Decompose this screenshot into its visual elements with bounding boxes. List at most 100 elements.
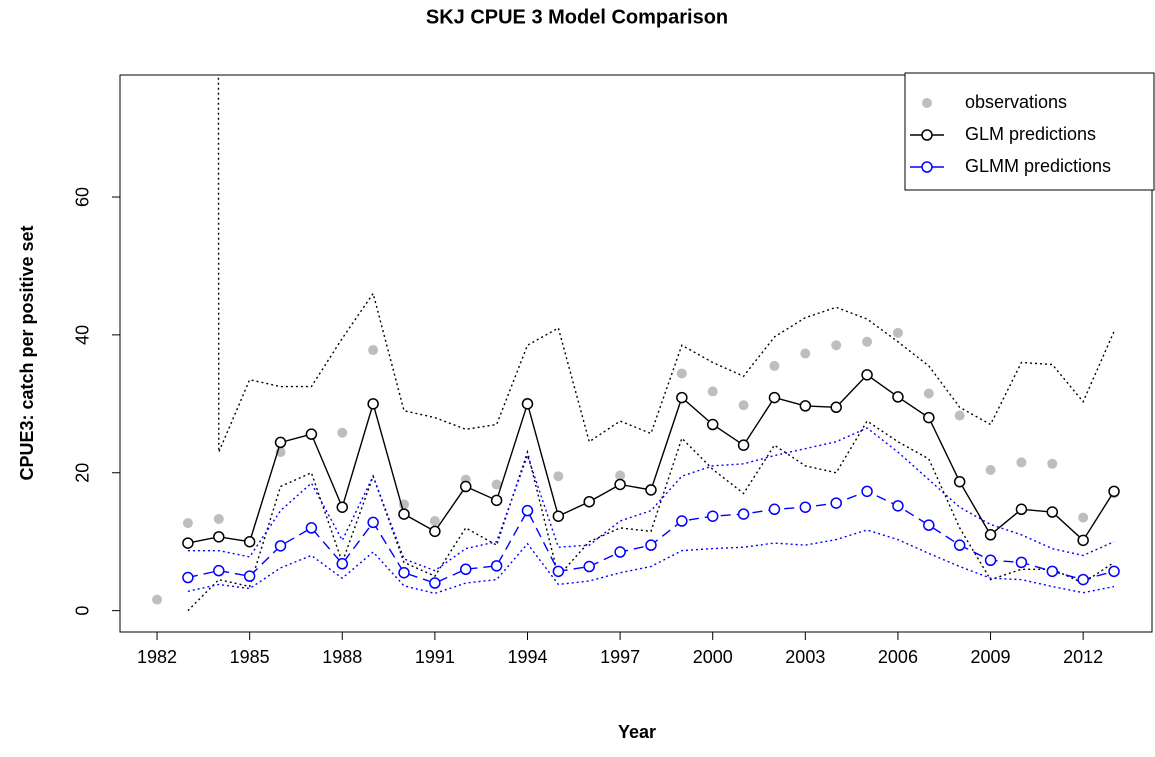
observation-point	[862, 336, 873, 347]
observation-point	[368, 345, 379, 356]
prediction-point	[398, 566, 410, 579]
prediction-point	[583, 560, 595, 573]
observation-point	[831, 340, 842, 351]
observation-point	[213, 513, 224, 524]
observation-point	[892, 327, 903, 338]
prediction-point	[243, 535, 256, 548]
observation-point	[1047, 458, 1058, 469]
prediction-point	[182, 571, 194, 584]
y-tick-label: 20	[73, 463, 93, 483]
observation-point	[800, 348, 811, 359]
prediction-point	[1108, 485, 1120, 498]
prediction-point	[336, 558, 349, 570]
x-tick-label: 1994	[507, 647, 547, 667]
prediction-point	[182, 537, 194, 549]
prediction-line	[187, 490, 1115, 584]
legend-marker	[922, 98, 932, 108]
legend-label: GLM predictions	[965, 124, 1096, 144]
prediction-point	[213, 564, 225, 577]
prediction-point	[953, 539, 966, 551]
prediction-point	[305, 428, 318, 440]
prediction-point	[984, 554, 997, 567]
prediction-point	[1015, 503, 1028, 516]
prediction-point	[861, 369, 873, 381]
prediction-point	[1046, 506, 1059, 518]
observation-point	[429, 516, 440, 527]
prediction-point	[274, 540, 287, 552]
prediction-point	[645, 539, 657, 551]
prediction-point	[676, 391, 688, 404]
prediction-point	[830, 497, 842, 509]
prediction-point	[583, 495, 595, 508]
prediction-point	[552, 510, 565, 522]
lower-bound-line	[187, 529, 1115, 595]
legend-label: observations	[965, 92, 1067, 112]
observation-point	[615, 470, 626, 481]
prediction-point	[923, 519, 935, 531]
plot-area	[152, 75, 1120, 612]
x-axis-label: Year	[618, 722, 656, 742]
observation-point	[152, 594, 163, 605]
prediction-point	[429, 525, 441, 538]
observation-point	[954, 410, 965, 421]
prediction-point	[892, 500, 904, 512]
prediction-point	[213, 531, 225, 543]
prediction-point	[614, 478, 626, 491]
prediction-point	[1077, 573, 1089, 586]
observation-point	[1016, 457, 1027, 468]
prediction-point	[521, 504, 534, 517]
prediction-point	[799, 501, 812, 513]
legend-marker	[921, 129, 933, 141]
x-tick-label: 2009	[971, 647, 1011, 667]
prediction-point	[923, 411, 935, 424]
prediction-point	[367, 398, 379, 410]
x-tick-label: 1997	[600, 647, 640, 667]
y-tick-label: 0	[73, 606, 93, 616]
observation-point	[1078, 512, 1089, 523]
x-tick-label: 2003	[785, 647, 825, 667]
prediction-point	[398, 508, 410, 520]
prediction-point	[490, 560, 503, 572]
y-axis-label: CPUE3: catch per positive set	[17, 225, 37, 480]
prediction-point	[768, 503, 781, 516]
observation-point	[707, 386, 718, 397]
prediction-point	[830, 401, 842, 414]
prediction-point	[429, 577, 441, 589]
prediction-point	[305, 522, 318, 534]
y-tick-label: 40	[73, 325, 93, 345]
prediction-point	[521, 398, 534, 410]
x-tick-label: 2000	[693, 647, 733, 667]
observation-point	[182, 518, 193, 529]
lower-bound-line	[187, 420, 1115, 612]
prediction-point	[984, 529, 997, 541]
observation-point	[923, 388, 934, 399]
prediction-point	[706, 418, 719, 431]
prediction-point	[490, 494, 503, 507]
upper-bound-line	[217, 75, 1115, 453]
prediction-point	[336, 501, 349, 513]
observation-point	[738, 400, 749, 411]
x-tick-label: 1985	[230, 647, 270, 667]
legend-box	[904, 72, 1155, 191]
prediction-point	[552, 565, 565, 578]
prediction-point	[459, 563, 472, 576]
observation-point	[553, 471, 564, 482]
legend-label: GLMM predictions	[965, 156, 1111, 176]
prediction-point	[1046, 565, 1059, 578]
prediction-point	[706, 510, 719, 522]
y-tick-label: 60	[73, 187, 93, 207]
prediction-point	[1108, 565, 1120, 578]
observation-point	[985, 465, 996, 476]
prediction-point	[737, 439, 750, 451]
x-tick-label: 2012	[1063, 647, 1103, 667]
prediction-point	[676, 515, 688, 527]
prediction-point	[459, 480, 472, 493]
observation-point	[769, 360, 780, 371]
x-tick-label: 1982	[137, 647, 177, 667]
prediction-point	[614, 546, 626, 558]
observation-point	[491, 479, 502, 490]
prediction-point	[1015, 556, 1028, 569]
observation-point	[337, 427, 348, 438]
prediction-point	[799, 400, 812, 412]
